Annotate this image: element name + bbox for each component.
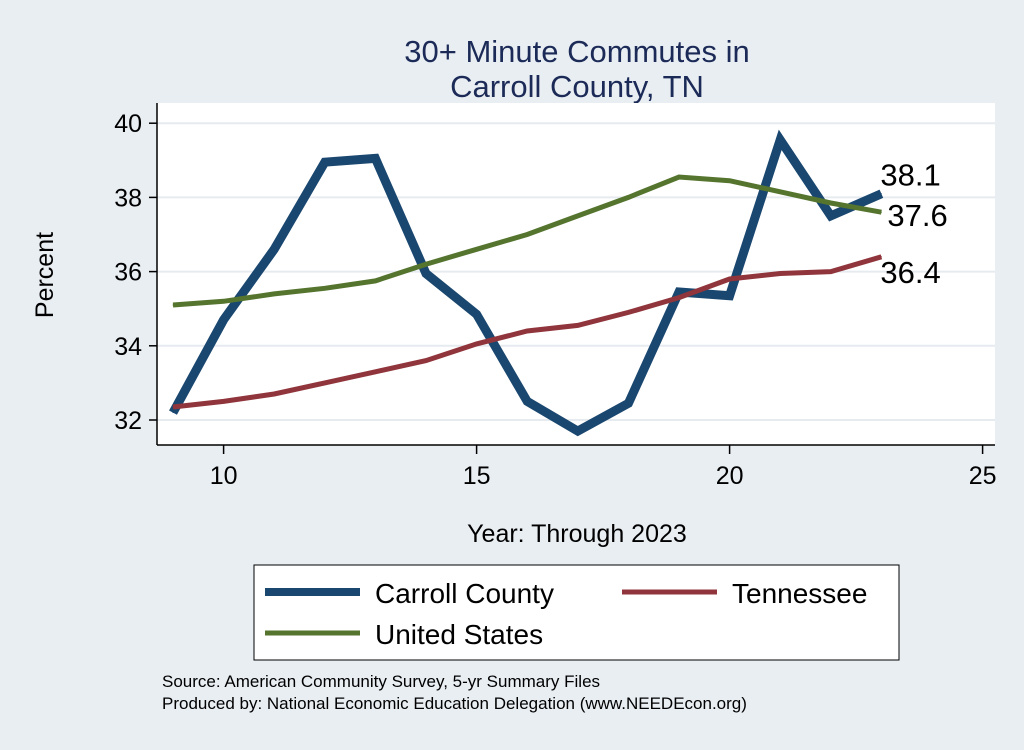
end-label-carroll-county: 38.1: [880, 158, 940, 193]
legend-label-tennessee: Tennessee: [732, 578, 867, 609]
point-carroll-county-23: [880, 193, 882, 195]
point-united-states-16: [526, 234, 528, 235]
point-carroll-county-13: [374, 157, 376, 159]
point-tennessee-16: [526, 330, 528, 332]
x-tick-label-25: 25: [969, 462, 997, 490]
point-carroll-county-10: [223, 319, 225, 321]
x-tick-label-10: 10: [210, 462, 238, 490]
end-labels: 38.1 36.4 37.6: [880, 158, 947, 290]
point-tennessee-17: [577, 324, 579, 326]
point-united-states-23: [880, 211, 882, 213]
point-tennessee-23: [880, 256, 882, 258]
end-label-united-states: 37.6: [887, 198, 947, 233]
point-carroll-county-11: [273, 248, 275, 250]
point-carroll-county-17: [577, 430, 579, 432]
chart-title-line-1: 30+ Minute Commutes in: [404, 34, 749, 69]
point-united-states-19: [678, 176, 680, 178]
point-united-states-20: [729, 180, 731, 182]
y-tick-label-32: 32: [114, 407, 142, 435]
point-carroll-county-18: [627, 402, 629, 404]
point-united-states-18: [627, 196, 629, 198]
grid-lines: [157, 122, 995, 421]
point-united-states-9: [172, 304, 174, 306]
point-united-states-15: [476, 248, 478, 250]
point-tennessee-11: [273, 393, 275, 395]
source-note: Source: American Community Survey, 5-yr …: [162, 672, 600, 691]
point-tennessee-22: [830, 271, 832, 273]
chart-title-line-2: Carroll County, TN: [450, 69, 704, 104]
point-united-states-11: [273, 293, 275, 295]
y-axis-title: Percent: [31, 232, 59, 318]
series-lines: [169, 129, 884, 437]
point-carroll-county-20: [729, 295, 731, 297]
producer-note: Produced by: National Economic Education…: [162, 694, 747, 713]
point-united-states-13: [374, 280, 376, 282]
point-carroll-county-15: [476, 313, 478, 315]
point-tennessee-10: [223, 400, 225, 402]
legend-label-united-states: United States: [375, 619, 543, 650]
legend: Carroll County Tennessee United States: [253, 564, 900, 661]
point-carroll-county-16: [526, 400, 528, 402]
point-tennessee-13: [374, 371, 376, 373]
point-tennessee-12: [324, 382, 326, 384]
point-carroll-county-9: [172, 412, 174, 414]
point-tennessee-18: [627, 311, 629, 313]
legend-label-carroll-county: Carroll County: [375, 578, 554, 609]
x-tick-label-15: 15: [463, 462, 491, 490]
point-tennessee-21: [779, 272, 781, 274]
y-tick-label-40: 40: [114, 110, 142, 138]
y-tick-label-36: 36: [114, 259, 142, 287]
point-carroll-county-21: [779, 139, 781, 141]
point-tennessee-20: [729, 278, 731, 280]
end-label-tennessee: 36.4: [880, 255, 940, 290]
point-united-states-21: [779, 191, 781, 193]
legend-box: [253, 564, 900, 661]
point-carroll-county-22: [830, 215, 832, 217]
y-tick-label-34: 34: [114, 333, 142, 361]
point-carroll-county-14: [425, 272, 427, 274]
x-tick-label-20: 20: [716, 462, 744, 490]
point-carroll-county-12: [324, 161, 326, 163]
axes: 32 34 36 38 40 10 15 20 25: [114, 103, 997, 490]
point-tennessee-19: [678, 297, 680, 299]
point-tennessee-14: [425, 360, 427, 362]
point-united-states-10: [223, 300, 225, 302]
point-united-states-14: [425, 263, 427, 265]
point-united-states-22: [830, 202, 832, 204]
point-united-states-17: [577, 215, 579, 217]
y-tick-label-38: 38: [114, 184, 142, 212]
point-carroll-county-19: [678, 291, 680, 293]
point-tennessee-9: [172, 406, 174, 408]
x-axis-title: Year: Through 2023: [467, 520, 687, 548]
point-tennessee-15: [476, 343, 478, 345]
point-united-states-12: [324, 287, 326, 289]
